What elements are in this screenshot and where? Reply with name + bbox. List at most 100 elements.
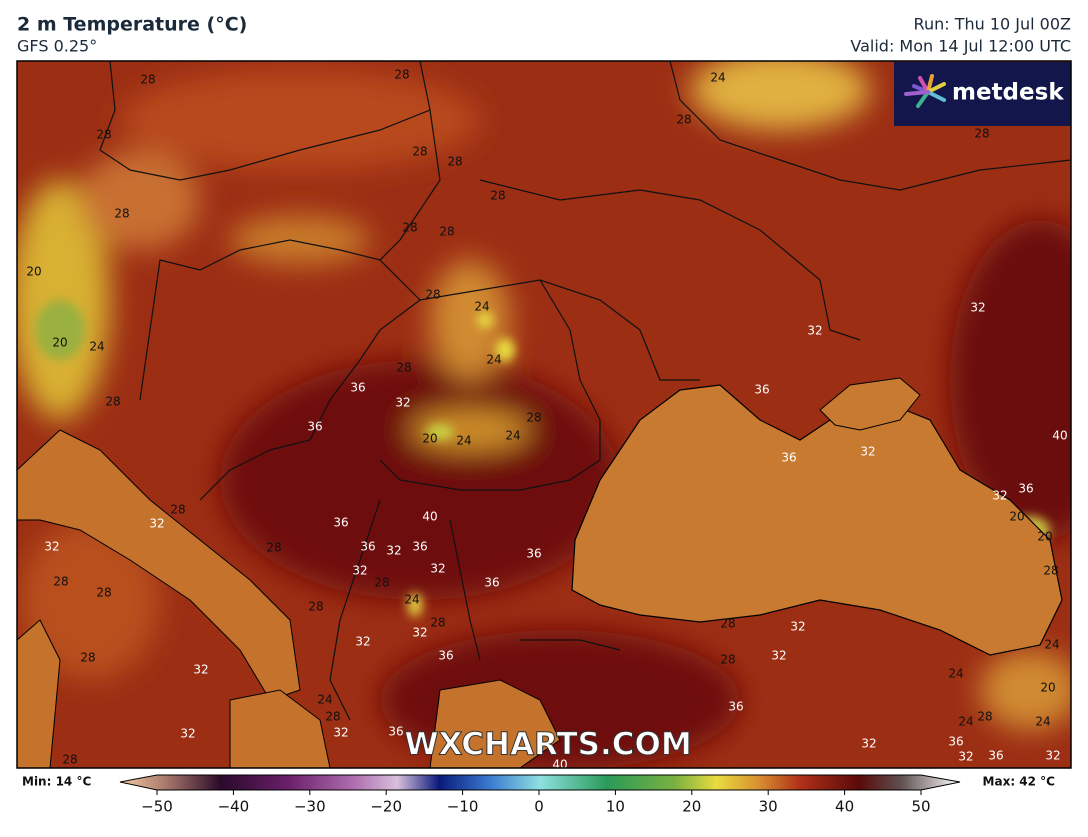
contour-labels: 28 28 24 28 28 28 28 28 28 28 28 28 20 28 24 20 24 24 32 32… [26, 68, 1067, 772]
black-sea [571, 384, 1063, 656]
contour-label: 28 [676, 113, 691, 127]
contour-label: 32 [352, 564, 367, 578]
contour-label: 32 [992, 489, 1007, 503]
contour-label: 32 [44, 540, 59, 554]
colorbar-tick-label: −40 [218, 798, 250, 816]
sea-of-azov [819, 377, 921, 431]
run-time: Run: Thu 10 Jul 00Z [914, 15, 1071, 34]
contour-label: 32 [355, 635, 370, 649]
contour-label: 36 [307, 420, 322, 434]
contour-label: 28 [1043, 564, 1058, 578]
contour-label: 32 [193, 663, 208, 677]
contour-label: 32 [807, 324, 822, 338]
contour-label: 28 [96, 128, 111, 142]
contour-label: 24 [958, 715, 973, 729]
map-frame [16, 60, 1072, 769]
contour-label: 36 [948, 735, 963, 749]
contour-label: 36 [333, 516, 348, 530]
contour-label: 20 [26, 265, 41, 279]
contour-label: 32 [180, 727, 195, 741]
colorbar-tick-label: 40 [835, 798, 854, 816]
title: 2 m Temperature (°C) [17, 14, 247, 36]
contour-label: 28 [140, 73, 155, 87]
contour-label: 36 [754, 383, 769, 397]
contour-label: 24 [1035, 715, 1050, 729]
contour-label: 24 [948, 667, 963, 681]
logo-text: metdesk [952, 80, 1064, 106]
contour-label: 28 [114, 207, 129, 221]
contour-label: 24 [317, 693, 332, 707]
contour-label: 28 [374, 576, 389, 590]
contour-label: 36 [412, 540, 427, 554]
contour-label: 32 [333, 726, 348, 740]
contour-label: 28 [266, 541, 281, 555]
contour-label: 20 [1037, 530, 1052, 544]
contour-label: 32 [395, 396, 410, 410]
contour-label: 32 [958, 750, 973, 764]
contour-label: 28 [80, 651, 95, 665]
contour-label: 24 [486, 353, 501, 367]
contour-label: 36 [388, 725, 403, 739]
contour-label: 28 [170, 503, 185, 517]
colorbar-tick-label: 30 [759, 798, 778, 816]
contour-label: 32 [1045, 749, 1060, 763]
contour-label: 36 [1018, 482, 1033, 496]
contour-label: 28 [425, 288, 440, 302]
contour-label: 36 [781, 451, 796, 465]
aegean-sea [429, 679, 561, 768]
contour-label: 36 [526, 547, 541, 561]
contour-label: 28 [96, 586, 111, 600]
contour-label: 36 [360, 540, 375, 554]
contour-label: 28 [430, 616, 445, 630]
contour-label: 32 [970, 301, 985, 315]
min-label: Min: 14 °C [22, 775, 91, 789]
contour-label: 28 [974, 127, 989, 141]
map: 28 28 24 28 28 28 28 28 28 28 28 28 20 28 24 20 24 24 32 32… [17, 61, 1071, 772]
contour-label: 36 [350, 381, 365, 395]
colorbar-tick-label: 0 [534, 798, 544, 816]
contour-label: 28 [396, 361, 411, 375]
contour-label: 40 [1052, 429, 1067, 443]
contour-label: 28 [447, 155, 462, 169]
colorbar-tick-label: 10 [606, 798, 625, 816]
contour-label: 28 [439, 225, 454, 239]
contour-label: 32 [860, 445, 875, 459]
contour-label: 32 [149, 517, 164, 531]
contour-label: 28 [412, 145, 427, 159]
contour-label: 28 [53, 575, 68, 589]
subtitle: GFS 0.25° [17, 37, 97, 56]
contour-label: 28 [394, 68, 409, 82]
contour-label: 40 [552, 758, 567, 772]
contour-label: 24 [710, 71, 725, 85]
contour-label: 28 [325, 710, 340, 724]
tyrrhenian-sea [17, 619, 61, 768]
contour-label: 24 [1044, 638, 1059, 652]
contour-label: 24 [505, 429, 520, 443]
contour-label: 32 [386, 544, 401, 558]
contour-label: 40 [422, 510, 437, 524]
colorbar [119, 774, 961, 791]
max-label: Max: 42 °C [983, 775, 1056, 789]
logo-icon [904, 74, 946, 108]
colorbar-tick-label: −10 [447, 798, 479, 816]
contour-label: 20 [1040, 681, 1055, 695]
contour-label: 28 [402, 221, 417, 235]
colorbar-tick-label: 50 [911, 798, 930, 816]
contour-label: 28 [720, 617, 735, 631]
contour-label: 36 [438, 649, 453, 663]
contour-label: 24 [89, 340, 104, 354]
contour-label: 36 [484, 576, 499, 590]
contour-label: 24 [456, 434, 471, 448]
colorbar-tick-label: −30 [294, 798, 326, 816]
valid-time: Valid: Mon 14 Jul 12:00 UTC [850, 37, 1071, 56]
contour-label: 32 [790, 620, 805, 634]
contour-label: 28 [526, 411, 541, 425]
colorbar-tick-label: −20 [370, 798, 402, 816]
ionian-sea [229, 689, 331, 768]
colorbar-tick-label: 20 [682, 798, 701, 816]
contour-label: 24 [474, 300, 489, 314]
contour-label: 28 [720, 653, 735, 667]
contour-label: 36 [728, 700, 743, 714]
